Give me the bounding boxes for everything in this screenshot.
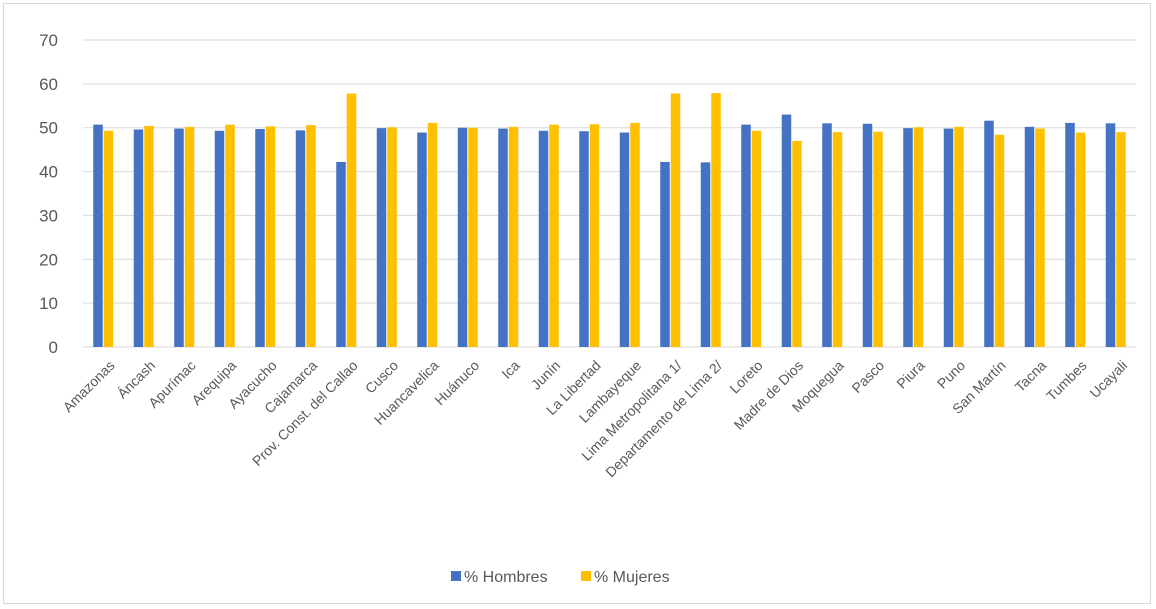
- bar-hombres-25: [1105, 123, 1116, 347]
- x-tick-label: Huánuco: [431, 357, 482, 408]
- bar-mujeres-3: [225, 124, 235, 347]
- bar-hombres-4: [255, 129, 265, 347]
- bar-hombres-13: [619, 132, 630, 347]
- bar-hombres-3: [214, 130, 225, 347]
- y-axis-ticks: 0 10 20 30 40 50 60 70: [39, 31, 58, 357]
- bar-hombres-19: [862, 123, 873, 347]
- legend-swatch-1: [581, 571, 591, 581]
- x-tick-label: Tumbes: [1043, 357, 1090, 404]
- bars: [93, 93, 1126, 348]
- bar-mujeres-21: [954, 126, 964, 347]
- bar-mujeres-23: [1035, 128, 1045, 347]
- bar-mujeres-17: [792, 140, 802, 347]
- bar-mujeres-11: [549, 124, 559, 347]
- bar-hombres-23: [1024, 126, 1035, 347]
- y-tick-label: 60: [39, 75, 58, 94]
- bar-mujeres-9: [468, 127, 478, 347]
- x-tick-label: Cusco: [362, 357, 402, 397]
- y-tick-label: 20: [39, 250, 58, 269]
- bar-mujeres-25: [1116, 132, 1126, 347]
- bar-mujeres-19: [873, 131, 883, 347]
- y-tick-label: 70: [39, 31, 58, 50]
- bar-mujeres-13: [630, 122, 640, 347]
- bar-hombres-1: [133, 129, 144, 347]
- bar-mujeres-15: [711, 93, 721, 348]
- bar-mujeres-18: [832, 132, 843, 347]
- bar-mujeres-14: [670, 93, 681, 348]
- bar-mujeres-24: [1075, 132, 1086, 347]
- bar-mujeres-0: [103, 130, 114, 347]
- bar-mujeres-20: [913, 127, 924, 347]
- x-tick-label: Loreto: [726, 357, 766, 397]
- x-tick-label: Tacna: [1011, 357, 1049, 395]
- x-tick-label: Ucayali: [1086, 357, 1130, 401]
- y-tick-label: 0: [49, 338, 58, 357]
- legend-label: % Hombres: [464, 569, 548, 586]
- legend: % Hombres % Mujeres: [451, 569, 670, 586]
- bar-mujeres-1: [144, 125, 154, 348]
- y-tick-label: 30: [39, 206, 58, 225]
- bar-hombres-12: [579, 131, 589, 347]
- x-tick-label: Junín: [528, 357, 564, 393]
- x-tick-label: Puno: [934, 357, 969, 392]
- y-tick-label: 40: [39, 163, 58, 182]
- bar-hombres-2: [174, 128, 184, 347]
- x-tick-label: Pasco: [848, 357, 887, 396]
- bar-mujeres-12: [589, 124, 600, 347]
- bar-hombres-14: [660, 161, 670, 347]
- bar-mujeres-16: [751, 130, 762, 347]
- bar-hombres-17: [781, 114, 792, 347]
- x-tick-label: Amazonas: [60, 357, 118, 415]
- bar-mujeres-2: [184, 126, 195, 347]
- bar-hombres-15: [700, 162, 711, 347]
- y-tick-label: 50: [39, 119, 58, 138]
- bar-mujeres-7: [387, 127, 397, 347]
- bar-hombres-11: [538, 130, 549, 347]
- bar-mujeres-8: [427, 122, 438, 347]
- x-axis-ticks: AmazonasÁncashApurímacArequipaAyacuchoCa…: [60, 357, 1131, 480]
- bar-hombres-24: [1065, 122, 1075, 347]
- bar-hombres-22: [984, 120, 994, 347]
- x-tick-label: Ica: [498, 357, 523, 382]
- bar-mujeres-22: [994, 134, 1005, 347]
- legend-label: % Mujeres: [594, 569, 670, 586]
- bar-mujeres-5: [306, 125, 316, 347]
- bar-mujeres-4: [265, 126, 276, 347]
- bar-hombres-0: [93, 124, 103, 347]
- gridlines: [83, 39, 1136, 348]
- bar-mujeres-6: [346, 93, 357, 348]
- bar-mujeres-10: [508, 126, 519, 347]
- bar-hombres-7: [376, 128, 387, 347]
- bar-hombres-16: [741, 124, 751, 347]
- bar-hombres-18: [822, 123, 832, 347]
- bar-hombres-6: [336, 161, 346, 347]
- y-tick-label: 10: [39, 294, 58, 313]
- bar-hombres-20: [903, 128, 913, 347]
- bar-hombres-10: [498, 128, 508, 347]
- bar-hombres-5: [295, 130, 306, 347]
- bar-hombres-8: [417, 132, 427, 347]
- bar-hombres-21: [943, 128, 954, 347]
- x-tick-label: Piura: [893, 357, 928, 392]
- bar-hombres-9: [457, 127, 468, 347]
- legend-swatch-0: [451, 571, 461, 581]
